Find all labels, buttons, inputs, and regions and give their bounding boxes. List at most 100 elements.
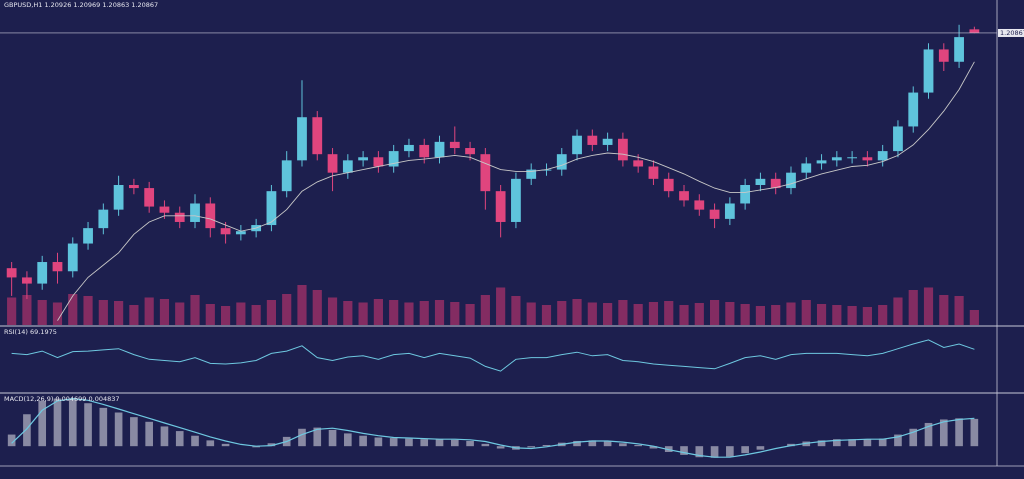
volume-bar [343, 301, 353, 325]
volume-bar [755, 306, 766, 325]
macd-bar [833, 439, 841, 447]
candle-body [541, 169, 552, 171]
volume-bar [312, 290, 322, 325]
macd-bar [909, 428, 918, 447]
candle-body [938, 49, 949, 62]
candle-body [297, 117, 307, 161]
macd-bar [450, 439, 459, 447]
macd-bar [175, 431, 184, 447]
volume-bar [572, 299, 582, 325]
macd-bar [603, 441, 612, 447]
volume-bar [603, 303, 613, 325]
candle-body [190, 203, 200, 222]
candle-body [679, 191, 689, 201]
macd-bar [435, 439, 444, 447]
macd-bar [7, 434, 16, 447]
volume-bar [465, 304, 475, 325]
volume-bar [129, 305, 139, 325]
macd-bar [420, 439, 429, 447]
candle-body [648, 166, 659, 179]
volume-bar [939, 295, 949, 325]
volume-bar [694, 303, 704, 325]
macd-bar [298, 428, 306, 447]
macd-bar [84, 403, 92, 447]
volume-bar [282, 294, 292, 325]
macd-bar [23, 414, 31, 447]
candle-body [388, 151, 399, 167]
volume-bar [954, 296, 964, 325]
candle-body [511, 178, 521, 222]
candle-body [205, 203, 216, 229]
candle-body [22, 277, 32, 284]
volume-bar [908, 290, 918, 325]
macd-bar [634, 445, 642, 447]
candle-body [831, 157, 842, 161]
volume-bar [114, 301, 124, 325]
candle-body [908, 92, 919, 127]
volume-bar [450, 302, 460, 325]
last-price-box [998, 28, 1024, 37]
macd-bar [863, 439, 872, 447]
volume-bar [862, 307, 872, 325]
volume-bar [266, 300, 277, 325]
macd-bar [817, 440, 826, 447]
candle-body [342, 160, 353, 173]
last-price-label: 1.20867 [1000, 29, 1024, 37]
volume-bar [740, 304, 750, 325]
macd-bar [619, 443, 627, 447]
candle-body [327, 154, 338, 173]
volume-bar [633, 304, 643, 325]
volume-bar [98, 300, 108, 325]
macd-bar [710, 446, 719, 458]
volume-bar [648, 302, 659, 325]
macd-title: MACD(12,26,9) 0.004699 0.004837 [4, 395, 120, 403]
macd-bar [405, 438, 413, 447]
volume-bar [816, 304, 827, 325]
candle-body [556, 154, 567, 170]
candle-body [434, 141, 445, 158]
candle-body [144, 188, 155, 207]
macd-bar [649, 446, 658, 449]
macd-bar [955, 418, 963, 447]
macd-bar [38, 400, 47, 447]
volume-bar [37, 300, 47, 325]
volume-bar [771, 305, 781, 325]
macd-bar [466, 440, 474, 447]
volume-bar [68, 294, 78, 325]
volume-bar [373, 299, 383, 325]
candle-body [83, 228, 93, 244]
candle-body [847, 157, 857, 159]
candle-body [495, 191, 506, 222]
candle-body [480, 154, 491, 192]
candle-body [174, 212, 185, 222]
macd-bar [68, 399, 77, 447]
candle-body [618, 138, 628, 161]
candle-body [694, 200, 705, 210]
macd-bar [741, 446, 749, 454]
plot-layer [0, 24, 997, 458]
volume-bar [205, 304, 215, 325]
volume-bar [434, 300, 445, 325]
candle-body [465, 148, 475, 155]
candle-body [67, 243, 78, 272]
volume-bar [893, 297, 903, 325]
candle-body [893, 126, 903, 152]
signal-line [11, 397, 975, 458]
macd-bar [114, 412, 123, 447]
volume-bar [664, 301, 674, 325]
volume-bar [327, 297, 338, 325]
volume-bar [511, 296, 521, 325]
candle-body [709, 209, 720, 219]
candle-body [159, 206, 170, 213]
macd-bar [939, 419, 948, 447]
volume-bar [526, 302, 536, 325]
candle-body [923, 49, 934, 93]
rsi-title: RSI(14) 69.1975 [4, 328, 57, 336]
volume-bar [7, 297, 17, 325]
label-layer: 1.20867 [998, 29, 1024, 37]
candle-body [816, 160, 827, 164]
macd-bar [664, 446, 673, 452]
volume-bar [786, 302, 796, 325]
